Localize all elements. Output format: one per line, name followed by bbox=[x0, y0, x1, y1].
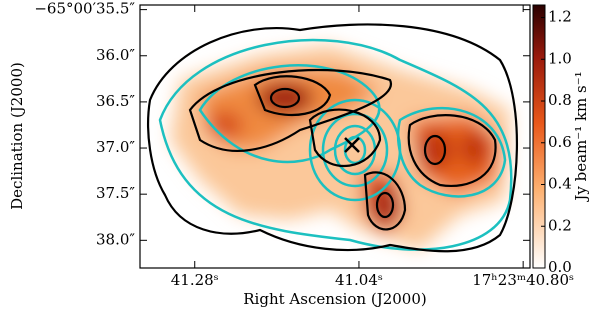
x-tick-label: 17ʰ23ᵐ40.80ˢ bbox=[472, 271, 574, 289]
map bbox=[140, 5, 530, 268]
colorbar-tick-label: 1.0 bbox=[548, 49, 572, 67]
plot-frame bbox=[139, 4, 531, 269]
y-axis-label: Declination (J2000) bbox=[8, 62, 26, 210]
colorbar-tick-label: 1.2 bbox=[548, 8, 572, 26]
x-tick-label: 41.04ˢ bbox=[335, 271, 383, 289]
colorbar-tick-label: 0.2 bbox=[548, 216, 572, 234]
colorbar-tick-label: 0.0 bbox=[548, 258, 572, 276]
colorbar-tick-label: 0.4 bbox=[548, 175, 572, 193]
y-tick-label: 37.5″ bbox=[96, 184, 135, 202]
colorbar-tick-label: 0.8 bbox=[548, 91, 572, 109]
x-axis-label: Right Ascension (J2000) bbox=[243, 290, 426, 308]
y-tick-label: 36.0″ bbox=[96, 46, 135, 64]
y-tick-label: 37.0″ bbox=[96, 138, 135, 156]
colorbar-label: Jy beam⁻¹ km s⁻¹ bbox=[572, 71, 590, 202]
colorbar-tick-label: 0.6 bbox=[548, 133, 572, 151]
y-tick-label: −65°00′35.5″ bbox=[34, 0, 135, 18]
x-tick-label: 41.28ˢ bbox=[171, 271, 219, 289]
y-tick-label: 38.0″ bbox=[96, 230, 135, 248]
colorbar bbox=[532, 4, 546, 269]
y-tick-label: 36.5″ bbox=[96, 92, 135, 110]
